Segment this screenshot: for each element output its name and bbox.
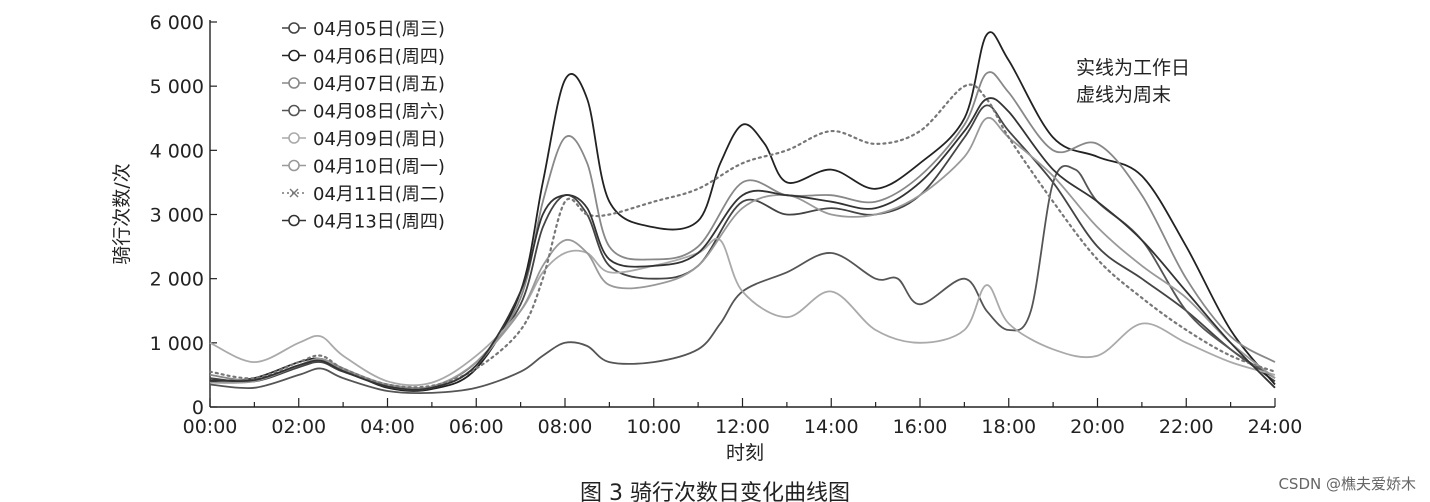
y-tick-label: 3 000 xyxy=(150,205,204,227)
series-line-4 xyxy=(209,165,1276,395)
legend-item: 04月13日(周四) xyxy=(282,212,445,233)
legend-label: 04月08日(周六) xyxy=(313,102,445,123)
x-tick-label: 10:00 xyxy=(626,416,681,438)
legend-item: 04月10日(周一) xyxy=(282,157,445,178)
x-tick-label: 14:00 xyxy=(804,416,859,438)
series-line-7 xyxy=(208,83,1277,389)
y-tick-label: 4 000 xyxy=(150,140,204,162)
x-tick-label: 04:00 xyxy=(360,416,415,438)
legend-item: 04月11日(周二) xyxy=(282,184,445,205)
chart-series-layer xyxy=(208,31,1277,395)
legend-item: 04月05日(周三) xyxy=(282,19,445,40)
legend-item: 04月06日(周四) xyxy=(282,47,445,68)
y-tick-label: 1 000 xyxy=(150,333,204,355)
legend-circle-marker xyxy=(288,132,300,144)
series-line-5 xyxy=(209,237,1276,387)
annotation-solid-workday: 实线为工作日 xyxy=(1076,57,1190,79)
csdn-watermark: CSDN @樵夫爱娇木 xyxy=(1278,475,1416,493)
legend-label: 04月06日(周四) xyxy=(313,47,445,68)
legend-label: 04月07日(周五) xyxy=(313,74,445,95)
chart-axes: 0 1 000 2 000 3 000 4 000 5 000 6 000 00:00 02:0… xyxy=(150,12,1303,438)
y-tick-label: 5 000 xyxy=(150,76,204,98)
legend-label: 04月11日(周二) xyxy=(313,184,445,205)
x-tick-label: 18:00 xyxy=(981,416,1036,438)
x-tick-label: 22:00 xyxy=(1159,416,1214,438)
series-line-8 xyxy=(209,97,1276,391)
legend-circle-marker xyxy=(288,104,300,117)
legend-label: 04月10日(周一) xyxy=(313,157,445,178)
x-tick-label: 00:00 xyxy=(183,416,238,438)
legend-label: 04月05日(周三) xyxy=(313,19,445,40)
legend-item: 04月08日(周六) xyxy=(282,102,445,123)
legend-label: 04月13日(周四) xyxy=(313,212,445,233)
x-tick-label: 02:00 xyxy=(271,416,326,438)
y-tick-label: 2 000 xyxy=(150,269,204,291)
legend-circle-marker xyxy=(288,159,300,172)
x-axis-label: 时刻 xyxy=(726,442,764,464)
y-tick-label: 0 xyxy=(192,397,204,419)
y-tick-label: 6 000 xyxy=(150,12,204,34)
legend-label: 04月09日(周日) xyxy=(313,129,445,150)
legend-circle-marker xyxy=(288,22,300,34)
x-tick-label: 06:00 xyxy=(449,416,504,438)
legend-item: 04月09日(周日) xyxy=(282,129,445,150)
figure-caption: 图 3 骑行次数日变化曲线图 xyxy=(580,481,850,502)
x-tick-label: 08:00 xyxy=(538,416,593,438)
x-tick-label: 16:00 xyxy=(893,416,948,438)
x-tick-label: 24:00 xyxy=(1248,416,1303,438)
legend-circle-marker xyxy=(288,214,300,227)
annotation-dotted-weekend: 虚线为周末 xyxy=(1076,84,1171,106)
y-axis-label: 骑行次数/次 xyxy=(111,163,133,264)
x-tick-label: 12:00 xyxy=(715,416,770,438)
legend-item: 04月07日(周五) xyxy=(282,74,445,95)
x-tick-label: 20:00 xyxy=(1070,416,1125,438)
legend-circle-marker xyxy=(288,77,300,89)
series-line-6 xyxy=(209,116,1276,390)
legend-cross-marker xyxy=(289,188,299,198)
chart-legend: 04月05日(周三) 04月06日(周四) 04月07日(周五) 04月08日(周六)… xyxy=(282,19,445,233)
series-line-2 xyxy=(209,31,1276,392)
legend-circle-marker xyxy=(288,49,300,62)
